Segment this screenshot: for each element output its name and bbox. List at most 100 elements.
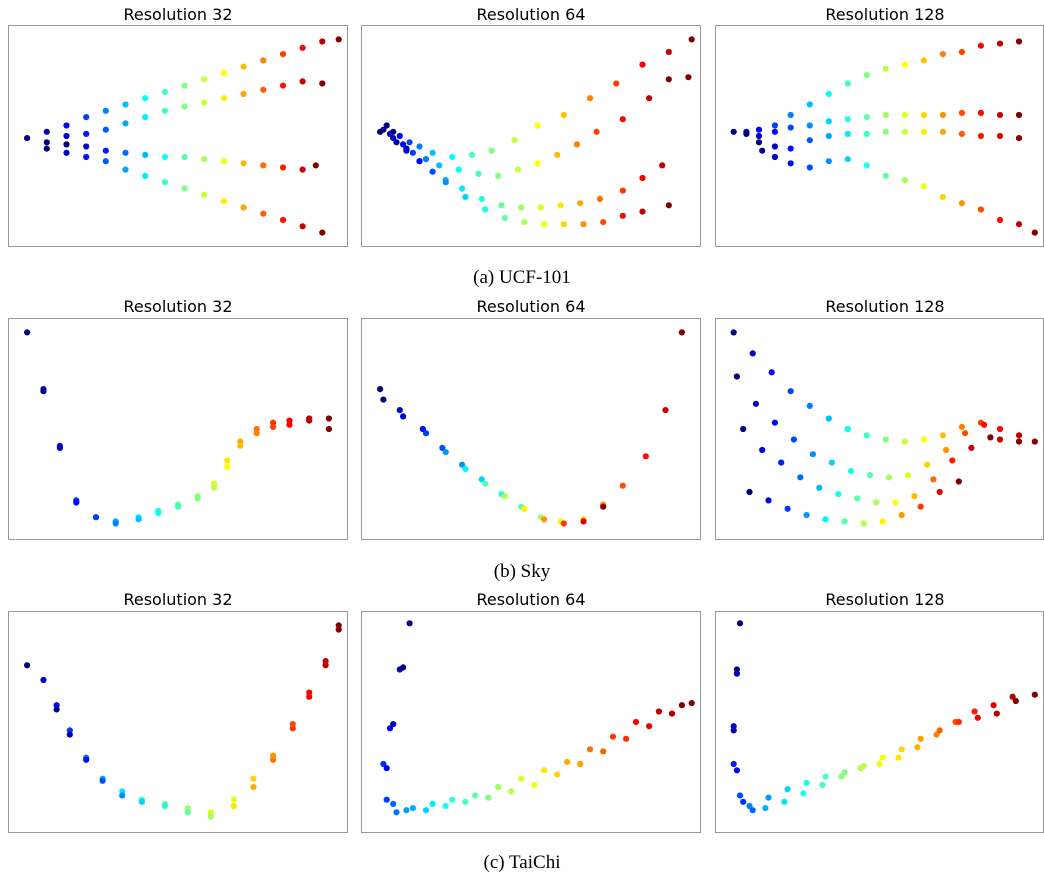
scatter-point	[854, 495, 861, 502]
scatter-point	[560, 111, 567, 119]
scatter-point	[462, 465, 469, 472]
scatter-point	[1015, 111, 1023, 119]
scatter-point	[939, 193, 946, 200]
scatter-point	[155, 509, 162, 517]
scatter-point	[784, 786, 791, 793]
scatter-point	[161, 179, 168, 186]
scatter-point	[1015, 221, 1023, 228]
scatter-point	[449, 796, 456, 803]
scatter-point	[325, 425, 332, 433]
scatter-point	[743, 130, 750, 137]
scatter-point	[142, 172, 149, 179]
scatter-point	[678, 702, 685, 709]
scatter-point	[771, 128, 778, 135]
scatter-point	[968, 444, 975, 451]
scatter-point	[920, 183, 927, 190]
scatter-point	[501, 493, 508, 500]
scatter-point	[306, 689, 313, 696]
scatter-point	[250, 784, 257, 791]
scatter-point	[765, 794, 772, 801]
scatter-point	[161, 107, 168, 114]
panel-title-taichi-128: Resolution 128	[825, 590, 945, 609]
scatter-point	[981, 421, 988, 428]
scatter-point	[475, 170, 482, 177]
scatter-point	[312, 162, 319, 169]
scatter-point	[860, 763, 867, 770]
scatter-point	[784, 505, 791, 512]
scatter-point	[224, 457, 231, 464]
scatter-point	[740, 425, 747, 433]
scatter-point	[429, 800, 436, 807]
scatter-point	[400, 664, 407, 671]
scatter-point	[781, 798, 788, 805]
scatter-point	[987, 434, 994, 441]
scatter-point	[184, 809, 191, 816]
scatter-point	[260, 162, 267, 169]
scatter-point	[409, 149, 416, 156]
scatter-point	[201, 99, 208, 106]
scatter-point	[24, 662, 31, 669]
scatter-point	[508, 788, 515, 795]
scatter-point	[253, 430, 260, 437]
scatter-point	[24, 329, 31, 336]
scatter-point	[220, 198, 227, 205]
scatter-point	[83, 143, 90, 150]
scatter-point	[383, 765, 390, 772]
scatter-point	[977, 206, 984, 213]
scatter-point	[1015, 432, 1023, 439]
scatter-point	[600, 503, 607, 510]
scatter-point	[619, 187, 626, 194]
scatter-point	[639, 208, 646, 215]
scatter-point	[564, 758, 571, 765]
scatter-point	[122, 166, 129, 173]
scatter-point	[279, 51, 287, 58]
scatter-point	[485, 794, 492, 801]
scatter-point	[240, 90, 247, 98]
scatter-point	[816, 484, 823, 491]
scatter-point	[537, 204, 544, 211]
scatter-point	[335, 36, 342, 43]
scatter-point	[449, 153, 456, 161]
scatter-point	[939, 128, 946, 135]
scatter-point	[383, 796, 390, 803]
scatter-point	[73, 499, 80, 506]
scatter-point	[803, 779, 810, 786]
scatter-point	[40, 388, 47, 395]
scatter-point	[860, 520, 867, 527]
scatter-point	[211, 484, 218, 491]
scatter-point	[53, 706, 60, 713]
scatter-point	[220, 69, 227, 77]
scatter-point	[593, 128, 600, 135]
scatter-point	[396, 132, 403, 140]
scatter-point	[541, 516, 548, 523]
scatter-point	[730, 329, 737, 336]
scatter-point	[63, 141, 70, 148]
scatter-point	[230, 796, 237, 803]
plot-sky-64	[361, 318, 701, 540]
scatter-point	[240, 204, 247, 211]
scatter-point	[40, 676, 47, 684]
scatter-point	[755, 139, 763, 146]
scatter-point	[901, 438, 908, 445]
scatter-point	[237, 442, 244, 449]
scatter-point	[174, 503, 182, 510]
scatter-point	[841, 769, 848, 776]
scatter-point	[377, 386, 384, 393]
scatter-point	[586, 746, 594, 753]
scatter-point	[844, 130, 851, 137]
scatter-point	[416, 158, 423, 165]
scatter-point	[83, 130, 90, 137]
scatter-point	[819, 781, 826, 789]
scatter-point	[422, 807, 430, 814]
scatter-point	[279, 164, 287, 171]
scatter-point	[996, 111, 1004, 119]
scatter-point	[939, 51, 946, 58]
scatter-point	[977, 132, 984, 140]
scatter-point	[409, 805, 416, 812]
scatter-point	[270, 752, 277, 759]
scatter-point	[1031, 229, 1038, 236]
caption-ucf-101: (a) UCF-101	[473, 267, 571, 288]
scatter-point	[771, 419, 778, 426]
scatter-point	[270, 423, 277, 430]
scatter-point	[771, 122, 778, 129]
